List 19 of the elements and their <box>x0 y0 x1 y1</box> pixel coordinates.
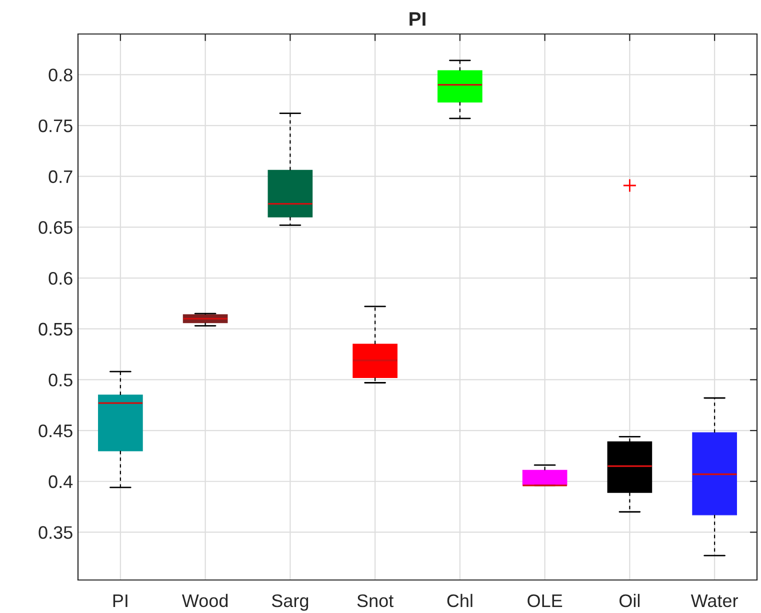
y-tick-label: 0.4 <box>48 475 73 488</box>
x-tick-label: Chl <box>447 594 472 608</box>
x-tick-label: Snot <box>357 594 394 608</box>
x-tick-label: Water <box>690 594 738 608</box>
x-tick-label: Oil <box>620 594 640 608</box>
y-tick-label: 0.7 <box>48 170 72 184</box>
y-tick-label: 0.35 <box>38 526 72 539</box>
x-tick-label: OLE <box>528 594 562 608</box>
y-tick-label: 0.65 <box>38 221 72 234</box>
x-tick-label: PI <box>113 594 128 607</box>
x-tick-label: Sarg <box>272 594 308 611</box>
y-tick-label: 0.6 <box>48 272 72 285</box>
y-tick-label: 0.75 <box>38 119 72 132</box>
x-tick-label: Wood <box>182 594 228 608</box>
y-tick-label: 0.55 <box>38 322 72 336</box>
chart-title: PI <box>410 12 426 26</box>
y-tick-label: 0.5 <box>48 374 72 386</box>
y-tick-label: 0.8 <box>48 68 72 82</box>
y-tick-label: 0.45 <box>38 424 72 438</box>
